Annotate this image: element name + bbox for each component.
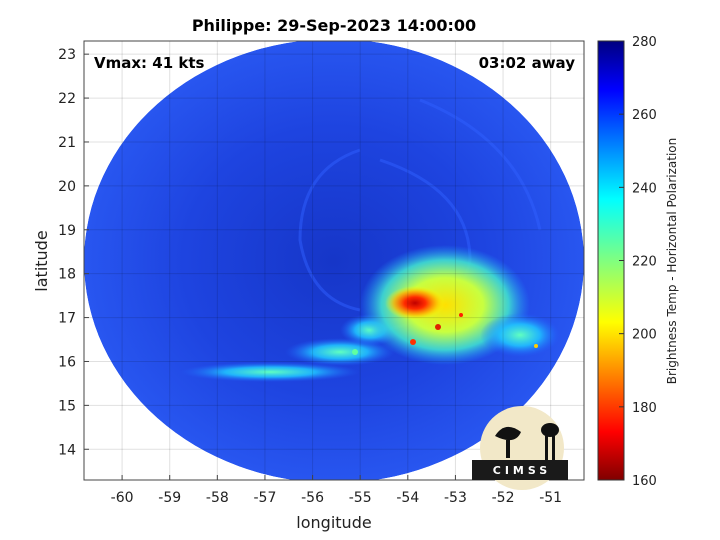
logo-tower-leg [552,436,555,460]
logo-text: CIMSS [493,464,551,477]
logo-dish-stand [506,440,510,458]
x-tick-label: -58 [206,490,229,506]
logo-tower-leg [545,436,548,460]
convection-tail [480,313,560,357]
chart-title: Philippe: 29-Sep-2023 14:00:00 [192,16,476,35]
y-tick-label: 22 [58,91,76,107]
y-axis-ticks: 14 15 16 17 18 19 20 21 22 23 [58,47,89,458]
y-tick-label: 14 [58,442,76,458]
cold-spot [352,349,358,355]
y-tick-label: 15 [58,398,76,414]
y-tick-label: 18 [58,267,76,283]
x-tick-label: -56 [301,490,324,506]
colorbar-tick-label: 220 [632,255,657,270]
cold-core [385,286,445,320]
rainband-outer [180,362,360,382]
colorbar-label: Brightness Temp - Horizontal Polarizatio… [665,138,679,385]
cold-spot [534,344,538,348]
x-tick-label: -53 [444,490,467,506]
time-away-label: 03:02 away [479,54,576,72]
vmax-label: Vmax: 41 kts [94,54,204,72]
microwave-swath [84,41,584,480]
x-tick-label: -51 [539,490,562,506]
logo-band [472,460,568,480]
y-tick-label: 16 [58,354,76,370]
plot-area [84,41,584,480]
y-axis-label: latitude [32,230,51,291]
plot-frame [83,40,585,481]
cold-spot [435,324,441,330]
y-tick-label: 20 [58,179,76,195]
colorbar-tick-label: 260 [632,108,657,123]
cimss-logo: CIMSS [472,406,568,490]
colorbar-tick-label: 280 [632,35,657,50]
cold-spot [410,339,416,345]
x-tick-label: -59 [158,490,181,506]
grid-lines [84,41,584,480]
y-tick-label: 21 [58,135,76,151]
x-tick-label: -52 [492,490,515,506]
colorbar: 160 180 200 220 240 260 280 Brightness Temp - … [597,35,679,489]
colorbar-tick-label: 180 [632,401,657,416]
x-tick-label: -60 [111,490,134,506]
y-tick-label: 23 [58,47,76,63]
y-tick-label: 19 [58,223,76,239]
colorbar-tick-label: 240 [632,181,657,196]
x-tick-label: -57 [254,490,277,506]
colorbar-ticks: 160 180 200 220 240 260 280 [619,35,657,489]
logo-dish-icon [495,426,521,441]
x-tick-label: -55 [349,490,372,506]
x-axis-ticks: -60 -59 -58 -57 -56 -55 -54 -53 -52 -51 [111,475,562,506]
x-axis-label: longitude [296,513,371,532]
cold-spot [459,313,463,317]
colorbar-tick-label: 200 [632,328,657,343]
x-tick-label: -54 [396,490,419,506]
logo-tower-icon [541,423,559,437]
colorbar-tick-label: 160 [632,474,657,489]
y-tick-label: 17 [58,311,76,327]
